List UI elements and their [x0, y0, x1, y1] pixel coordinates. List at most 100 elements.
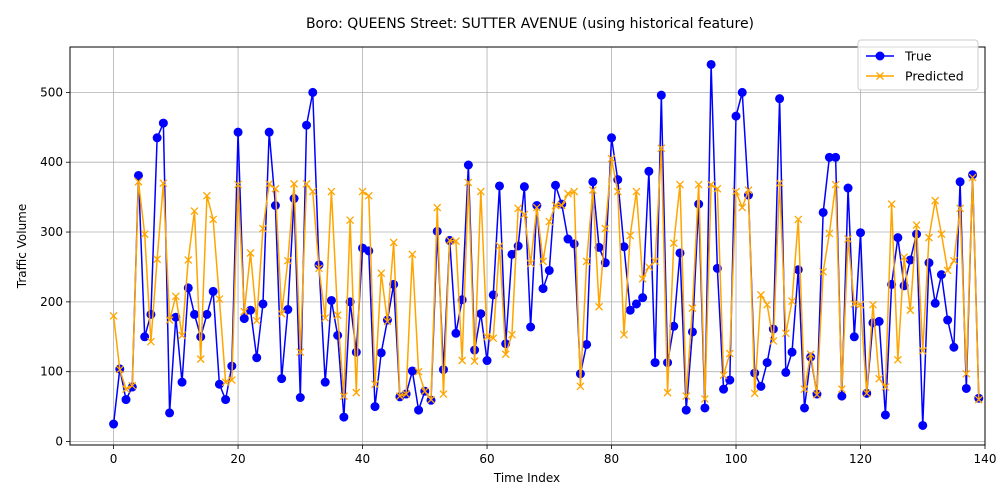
data-point-predicted: [327, 187, 336, 196]
data-point-true: [308, 87, 318, 97]
data-point-predicted: [514, 204, 523, 213]
data-point-predicted: [893, 355, 902, 364]
data-point-true: [526, 322, 536, 332]
data-point-predicted: [427, 395, 435, 404]
data-point-predicted: [676, 180, 684, 189]
data-point-predicted: [956, 204, 965, 213]
legend-label: Predicted: [905, 69, 964, 84]
data-point-true: [955, 177, 965, 187]
data-point-predicted: [358, 187, 367, 196]
data-point-predicted: [570, 187, 579, 196]
data-point-predicted: [184, 256, 193, 264]
data-point-true: [538, 284, 548, 294]
data-point-predicted: [290, 179, 299, 188]
data-point-true: [407, 366, 417, 376]
data-point-predicted: [420, 387, 429, 396]
data-point-predicted: [308, 187, 317, 196]
data-point-predicted: [439, 390, 448, 398]
data-point-true: [488, 290, 498, 300]
data-point-true: [874, 316, 884, 326]
data-point-predicted: [738, 203, 747, 212]
data-point-predicted: [750, 389, 759, 398]
data-point-true: [856, 228, 866, 238]
data-point-true: [295, 393, 305, 403]
x-axis-label: Time Index: [493, 471, 560, 485]
data-point-predicted: [526, 259, 535, 268]
data-point-predicted: [763, 300, 772, 309]
data-point-predicted: [190, 207, 199, 216]
x-tick-label: 20: [230, 452, 245, 466]
data-point-predicted: [371, 380, 379, 389]
data-point-true: [451, 328, 461, 338]
data-point-predicted: [196, 355, 205, 364]
data-point-predicted: [271, 184, 280, 193]
data-point-predicted: [588, 186, 597, 195]
data-point-true: [725, 375, 735, 385]
data-point-predicted: [545, 217, 554, 226]
x-tick-label: 120: [849, 452, 872, 466]
data-point-predicted: [931, 196, 940, 205]
y-tick-label: 300: [40, 225, 63, 239]
x-tick-label: 140: [974, 452, 997, 466]
data-point-predicted: [943, 266, 952, 275]
data-point-true: [482, 356, 492, 366]
data-point-predicted: [887, 200, 896, 209]
data-point-predicted: [389, 238, 398, 247]
data-point-predicted: [258, 224, 267, 233]
data-point-predicted: [227, 376, 236, 385]
data-point-true: [221, 395, 231, 405]
data-point-predicted: [794, 215, 803, 224]
x-tick-label: 0: [110, 452, 118, 466]
data-point-predicted: [178, 331, 187, 340]
data-point-predicted: [402, 390, 411, 398]
data-point-predicted: [651, 257, 660, 266]
data-point-predicted: [601, 224, 610, 233]
data-point-predicted: [346, 216, 355, 225]
data-point-true: [681, 405, 691, 415]
data-point-true: [333, 330, 343, 340]
legend-item-true: True: [866, 49, 932, 64]
data-point-true: [326, 295, 336, 305]
data-point-true: [961, 383, 971, 393]
data-point-true: [208, 286, 218, 296]
data-point-predicted: [719, 371, 728, 380]
data-point-true: [189, 309, 199, 319]
data-point-predicted: [881, 383, 890, 392]
series-predicted: [109, 144, 983, 404]
data-point-true: [949, 342, 959, 352]
data-point-predicted: [234, 180, 243, 189]
data-point-predicted: [221, 378, 230, 387]
data-point-true: [625, 305, 635, 315]
data-point-predicted: [109, 311, 118, 320]
data-point-predicted: [657, 144, 666, 153]
data-point-predicted: [638, 274, 647, 283]
data-point-predicted: [539, 257, 548, 266]
data-point-true: [152, 133, 162, 143]
data-point-predicted: [451, 237, 460, 246]
data-point-predicted: [595, 302, 604, 311]
data-point-true: [700, 403, 710, 413]
data-point-predicted: [321, 313, 330, 322]
data-point-predicted: [837, 385, 846, 394]
data-point-predicted: [868, 300, 877, 309]
data-point-predicted: [489, 334, 498, 343]
data-point-predicted: [302, 179, 311, 188]
data-point-true: [787, 347, 797, 357]
data-point-true: [762, 358, 772, 368]
data-point-predicted: [339, 392, 348, 401]
data-point-true: [644, 166, 654, 176]
data-point-predicted: [352, 388, 361, 397]
y-tick-label: 400: [40, 155, 63, 169]
data-point-predicted: [383, 317, 392, 326]
data-point-true: [719, 384, 729, 394]
data-point-predicted: [732, 187, 740, 196]
data-point-predicted: [128, 381, 137, 390]
data-point-true: [656, 90, 666, 100]
data-point-predicted: [458, 356, 467, 365]
data-point-predicted: [844, 235, 853, 243]
data-point-true: [687, 327, 697, 337]
data-point-true: [756, 381, 766, 391]
data-point-predicted: [632, 187, 641, 196]
data-point-true: [582, 339, 592, 349]
